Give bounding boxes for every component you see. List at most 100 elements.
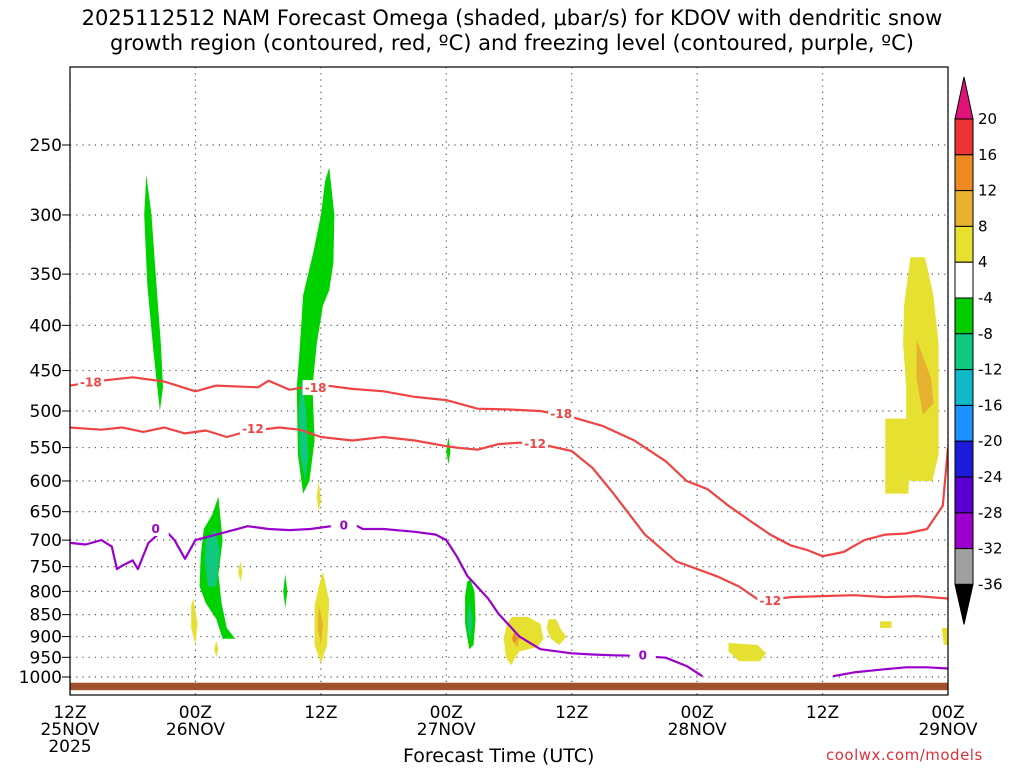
- omega-region: [467, 600, 473, 641]
- y-tick-label: 800: [30, 582, 62, 602]
- contour-label-bg: [548, 406, 575, 422]
- omega-region: [214, 640, 219, 658]
- omega-region: [446, 437, 451, 465]
- omega-region: [512, 632, 518, 643]
- colorbar-tick-label: -28: [978, 504, 1003, 522]
- omega-region: [238, 561, 243, 582]
- colorbar-tick-label: -12: [978, 361, 1003, 379]
- contour-line: [70, 376, 948, 558]
- terrain-band: [70, 682, 948, 691]
- colorbar-segment: [954, 190, 974, 227]
- x-tick-label: 12Z: [304, 703, 337, 723]
- contour-label-bg: [522, 436, 549, 452]
- y-tick-label: 350: [30, 265, 62, 285]
- x-tick-label: 00Z: [430, 703, 463, 723]
- colorbar-segment: [954, 548, 974, 585]
- contour-label-bg: [330, 517, 357, 533]
- contour-label-bg: [77, 374, 104, 390]
- colorbar-tick-label: -4: [978, 289, 993, 307]
- y-tick-label: 850: [30, 606, 62, 626]
- omega-region: [144, 174, 163, 411]
- y-tick-label: 1000: [19, 668, 62, 688]
- y-tick-label: 500: [30, 402, 62, 422]
- y-tick-label: 950: [30, 648, 62, 668]
- colorbar-cap-bottom: [954, 583, 974, 625]
- omega-region: [314, 571, 330, 664]
- omega-region: [503, 616, 544, 666]
- y-tick-label: 550: [30, 439, 62, 459]
- contours: -18 -18 -18 -12 -12 -12 0 0 0: [70, 374, 948, 678]
- y-tick-label: 750: [30, 558, 62, 578]
- omega-region: [283, 574, 288, 608]
- omega-region: [317, 605, 323, 645]
- x-tick-label: 2025: [48, 737, 91, 757]
- x-tick-label: 28NOV: [668, 720, 727, 740]
- contour-label: 0: [340, 519, 348, 533]
- contour-label: 0: [639, 649, 647, 663]
- contour-line: [832, 666, 948, 678]
- omega-region: [546, 619, 567, 645]
- y-tick-label: 400: [30, 316, 62, 336]
- x-tick-label: 12Z: [555, 703, 588, 723]
- contour-label-bg: [757, 592, 784, 608]
- omega-region: [880, 621, 892, 628]
- colorbar-tick-label: 16: [978, 146, 997, 164]
- omega-region: [728, 642, 767, 662]
- y-tick-label: 600: [30, 472, 62, 492]
- omega-region: [941, 627, 948, 645]
- x-tick-label: 00Z: [931, 703, 964, 723]
- x-tick-label: 00Z: [681, 703, 714, 723]
- plot-frame: [69, 66, 949, 696]
- y-tick-label: 450: [30, 362, 62, 382]
- grid: [69, 67, 949, 695]
- contour-label: -18: [550, 407, 572, 421]
- x-tick-label: 27NOV: [417, 720, 476, 740]
- y-tick-label: 900: [30, 628, 62, 648]
- contour-line: [70, 522, 703, 678]
- contour-label: -12: [242, 422, 264, 436]
- colorbar-tick-label: -24: [978, 468, 1003, 486]
- x-tick-label: 26NOV: [166, 720, 225, 740]
- omega-region: [885, 418, 911, 494]
- y-tick-label: 300: [30, 206, 62, 226]
- contour-label: -12: [524, 437, 546, 451]
- colorbar-segment: [954, 297, 974, 335]
- colorbar-segment: [954, 404, 974, 442]
- colorbar-segment: [954, 512, 974, 550]
- x-tick-label: 12Z: [806, 703, 839, 723]
- omega-shading: [144, 167, 948, 666]
- colorbar-segment: [954, 476, 974, 514]
- y-tick-label: 250: [30, 136, 62, 156]
- omega-region: [316, 481, 321, 512]
- terrain: [70, 682, 948, 691]
- y-axis: 2503003504004505005506006507007508008509…: [19, 136, 70, 688]
- colorbar-tick-label: 20: [978, 110, 997, 128]
- colorbar-tick-label: -16: [978, 396, 1003, 414]
- x-axis-label: Forecast Time (UTC): [403, 745, 595, 767]
- colorbar-tick-label: -36: [978, 575, 1003, 593]
- contour-label: 0: [152, 522, 160, 536]
- contour-label-bg: [302, 380, 329, 396]
- omega-region: [204, 529, 220, 587]
- contour-label: -18: [80, 375, 102, 389]
- colorbar-segment: [954, 369, 974, 406]
- x-tick-label: 12Z: [53, 703, 86, 723]
- colorbar-segment: [954, 440, 974, 478]
- colorbar: 20 16 12 8 4 -4 -8 -12 -16 -20 -24 -28 -32 -36: [954, 76, 1003, 625]
- colorbar-segment: [954, 154, 974, 192]
- colorbar-segment: [954, 225, 974, 263]
- colorbar-segment: [954, 118, 974, 156]
- contour-label: -12: [759, 594, 781, 608]
- credit-link[interactable]: coolwx.com/models: [826, 746, 983, 764]
- y-tick-label: 650: [30, 503, 62, 523]
- colorbar-tick-label: 4: [978, 253, 988, 271]
- colorbar-tick-label: -8: [978, 325, 993, 343]
- contour-label-bg: [629, 647, 656, 663]
- colorbar-tick-label: -20: [978, 432, 1003, 450]
- contour-label-bg: [239, 420, 266, 436]
- y-tick-label: 700: [30, 531, 62, 551]
- chart-title: 2025112512 NAM Forecast Omega (shaded, μ…: [81, 6, 943, 55]
- colorbar-tick-label: 8: [978, 217, 988, 235]
